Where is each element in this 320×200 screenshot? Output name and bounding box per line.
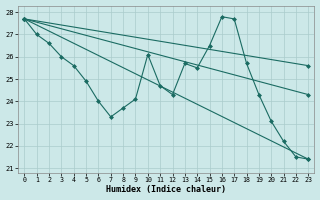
X-axis label: Humidex (Indice chaleur): Humidex (Indice chaleur) <box>106 185 226 194</box>
